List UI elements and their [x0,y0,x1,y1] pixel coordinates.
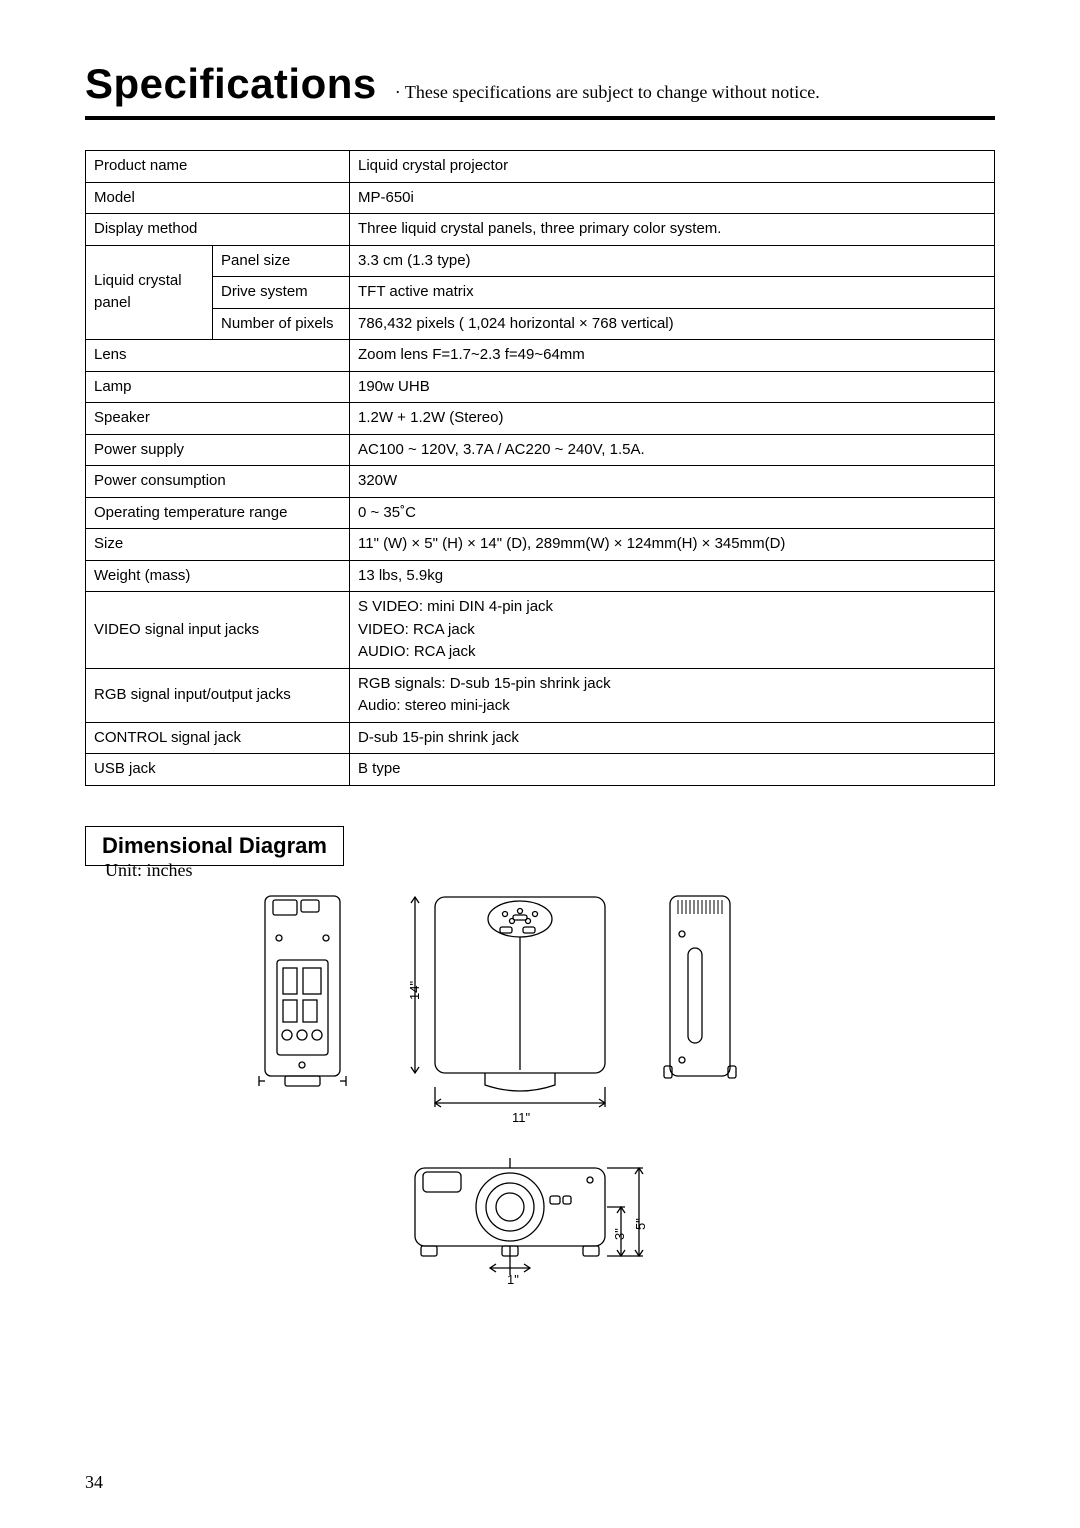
spec-table: Product nameLiquid crystal projectorMode… [85,150,995,786]
spec-key: Lens [86,340,350,372]
dimensional-diagram: Unit: inches [85,860,995,1460]
table-row: VIDEO signal input jacksS VIDEO: mini DI… [86,592,995,669]
dim-front-height: 5" [633,1218,648,1230]
spec-key: Operating temperature range [86,497,350,529]
spec-key: Product name [86,151,350,183]
table-row: Weight (mass)13 lbs, 5.9kg [86,560,995,592]
spec-value: MP-650i [350,182,995,214]
page-title: Specifications [85,60,377,108]
spec-value: TFT active matrix [350,277,995,309]
projector-top-view-icon [405,875,625,1110]
projector-side-view-icon [660,890,740,1090]
spec-key: USB jack [86,754,350,786]
spec-value: B type [350,754,995,786]
table-row: Display methodThree liquid crystal panel… [86,214,995,246]
spec-key: CONTROL signal jack [86,722,350,754]
spec-value: 3.3 cm (1.3 type) [350,245,995,277]
table-row: Power supplyAC100 ~ 120V, 3.7A / AC220 ~… [86,434,995,466]
spec-key: Power supply [86,434,350,466]
spec-key: Display method [86,214,350,246]
table-row: USB jackB type [86,754,995,786]
spec-subkey: Number of pixels [213,308,350,340]
spec-value: 11" (W) × 5" (H) × 14" (D), 289mm(W) × 1… [350,529,995,561]
spec-key: Speaker [86,403,350,435]
document-page: Specifications · These specifications ar… [0,0,1080,1528]
projector-rear-view-icon [255,890,350,1090]
table-row: ModelMP-650i [86,182,995,214]
projector-front-view-icon [395,1150,655,1280]
table-row: Power consumption320W [86,466,995,498]
spec-group: Liquid crystal panel [86,245,213,340]
spec-value: 13 lbs, 5.9kg [350,560,995,592]
spec-key: Size [86,529,350,561]
table-row: Lamp190w UHB [86,371,995,403]
table-row: Speaker1.2W + 1.2W (Stereo) [86,403,995,435]
table-row: CONTROL signal jackD-sub 15-pin shrink j… [86,722,995,754]
dim-width: 11" [512,1110,530,1125]
page-number: 34 [85,1472,103,1493]
table-row: Liquid crystal panelPanel size3.3 cm (1.… [86,245,995,277]
spec-key: Model [86,182,350,214]
table-row: LensZoom lens F=1.7~2.3 f=49~64mm [86,340,995,372]
table-row: RGB signal input/output jacksRGB signals… [86,668,995,722]
spec-value: 786,432 pixels ( 1,024 horizontal × 768 … [350,308,995,340]
header-row: Specifications · These specifications ar… [85,60,995,108]
spec-value: 0 ~ 35˚C [350,497,995,529]
spec-value: D-sub 15-pin shrink jack [350,722,995,754]
spec-value: Liquid crystal projector [350,151,995,183]
spec-value: RGB signals: D-sub 15-pin shrink jackAud… [350,668,995,722]
table-row: Size11" (W) × 5" (H) × 14" (D), 289mm(W)… [86,529,995,561]
spec-key: Power consumption [86,466,350,498]
table-row: Operating temperature range0 ~ 35˚C [86,497,995,529]
spec-value: 190w UHB [350,371,995,403]
dim-depth: 14" [407,980,422,999]
page-subtitle: · These specifications are subject to ch… [395,82,820,103]
spec-value: 1.2W + 1.2W (Stereo) [350,403,995,435]
spec-key: RGB signal input/output jacks [86,668,350,722]
table-row: Number of pixels786,432 pixels ( 1,024 h… [86,308,995,340]
spec-key: Weight (mass) [86,560,350,592]
spec-subkey: Drive system [213,277,350,309]
dim-offset: 1" [507,1272,519,1287]
table-row: Product nameLiquid crystal projector [86,151,995,183]
spec-key: Lamp [86,371,350,403]
title-rule [85,116,995,120]
spec-key: VIDEO signal input jacks [86,592,350,669]
spec-value: S VIDEO: mini DIN 4-pin jackVIDEO: RCA j… [350,592,995,669]
table-row: Drive systemTFT active matrix [86,277,995,309]
spec-value: 320W [350,466,995,498]
spec-subkey: Panel size [213,245,350,277]
spec-value: Zoom lens F=1.7~2.3 f=49~64mm [350,340,995,372]
spec-value: AC100 ~ 120V, 3.7A / AC220 ~ 240V, 1.5A. [350,434,995,466]
dim-lens-height: 3" [612,1228,627,1240]
spec-value: Three liquid crystal panels, three prima… [350,214,995,246]
